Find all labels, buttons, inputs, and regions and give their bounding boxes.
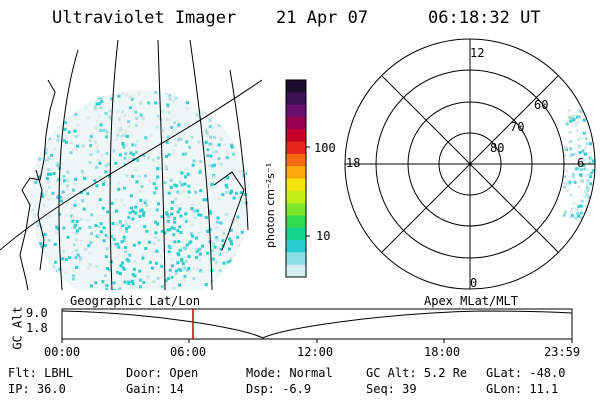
mlt-label-12: 12 [470,46,485,60]
coastline [19,79,245,290]
colorbar-cell [286,153,306,167]
altitude-axis-title: GC Alt [10,306,25,350]
polar-mlt-panel [344,38,596,290]
orbit-altitude-plot [61,308,573,343]
colorbar-frame [285,79,307,278]
info-filter: Flt: LBHL [8,366,74,380]
mlat-label-60: 60 [534,98,549,112]
colorbar-cell [286,166,306,179]
timeline-left-label: Geographic Lat/Lon [70,294,201,308]
time-ticks [61,339,573,343]
colorbar-tick-10: 10 [316,229,331,243]
mlt-label-0: 0 [470,276,478,290]
info-glon: GLon: 11.1 [486,382,559,396]
colorbar-cell [286,141,306,155]
colorbar-cell [286,116,306,130]
polar-grid [344,38,596,290]
geographic-image-panel [0,40,262,290]
colorbar-cell [286,190,306,204]
colorbar-cell [286,80,306,93]
observation-time: 06:18:32 UT [428,8,541,28]
colorbar-cell [286,264,306,278]
altitude-plot-frame [61,308,573,340]
info-seq: Seq: 39 [366,382,417,396]
info-gain: Gain: 14 [126,382,184,396]
time-tick-0000: 00:00 [44,345,81,359]
time-tick-1800: 18:00 [424,345,461,359]
colorbar-cell [286,129,306,143]
colorbar-cell [286,178,306,192]
aurora-emission-pixels [30,90,250,290]
info-gc-alt: GC Alt: 5.2 Re [366,366,468,380]
colorbar-cell [286,92,306,106]
info-mode: Mode: Normal [246,366,333,380]
intensity-colorbar: photon cm⁻²s⁻¹ [264,79,310,278]
time-tick-2359: 23:59 [544,345,581,359]
info-ip: IP: 36.0 [8,382,66,396]
info-dsp: Dsp: -6.9 [246,382,312,396]
colorbar-cell [286,203,306,216]
info-glat: GLat: -48.0 [486,366,566,380]
mlt-label-6: 6 [577,156,585,170]
observation-date: 21 Apr 07 [276,8,369,28]
info-door: Door: Open [126,366,199,380]
colorbar-cell [286,104,306,118]
colorbar-cell [286,252,306,266]
colorbar-cell [286,240,306,253]
altitude-curve [61,310,573,339]
colorbar-unit-label: photon cm⁻²s⁻¹ [264,163,277,248]
instrument-title: Ultraviolet Imager [52,8,237,28]
timeline-right-label: Apex MLat/MLT [424,294,518,308]
colorbar-tick-100: 100 [314,141,336,155]
altitude-tick-min: 1.8 [26,321,48,335]
colorbar-gradient [286,80,306,278]
mlat-label-70: 70 [510,120,525,134]
lat-lon-grid [0,40,262,290]
mlt-label-18: 18 [346,156,361,170]
altitude-tick-max: 9.0 [26,306,48,320]
time-tick-0600: 06:00 [170,345,207,359]
colorbar-cell [286,215,306,229]
mlat-label-80: 80 [490,141,505,155]
time-tick-1200: 12:00 [297,345,334,359]
colorbar-cell [286,227,306,241]
